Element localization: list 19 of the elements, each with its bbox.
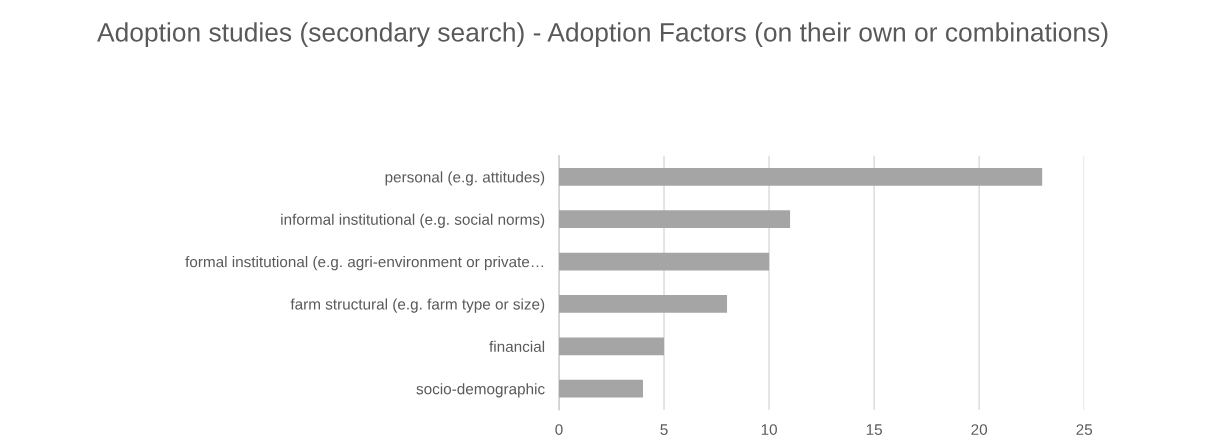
bar [558,337,665,356]
y-tick-label: informal institutional (e.g. social norms) [281,213,545,228]
bar [558,210,791,229]
x-tick-label: 10 [761,424,777,435]
x-tick-label: 0 [555,424,563,435]
bar [558,167,1043,186]
y-tick-label: farm structural (e.g. farm type or size) [290,298,545,313]
x-tick-label: 20 [971,424,988,435]
bar [558,295,728,313]
x-tick-label: 15 [866,424,882,435]
y-tick-label: formal institutional (e.g. agri-environment or private… [185,256,544,271]
x-tick-label: 5 [660,424,668,435]
x-tick-label: 25 [1076,424,1093,435]
y-tick-label: personal (e.g. attitudes) [385,171,545,186]
bar [558,252,770,271]
bar [558,379,644,398]
chart-title: Adoption studies (secondary search) - Adoption Factors (on their own or combinations) [97,22,1108,47]
y-tick-label: socio-demographic [416,383,545,398]
y-tick-label: financial [489,340,545,353]
